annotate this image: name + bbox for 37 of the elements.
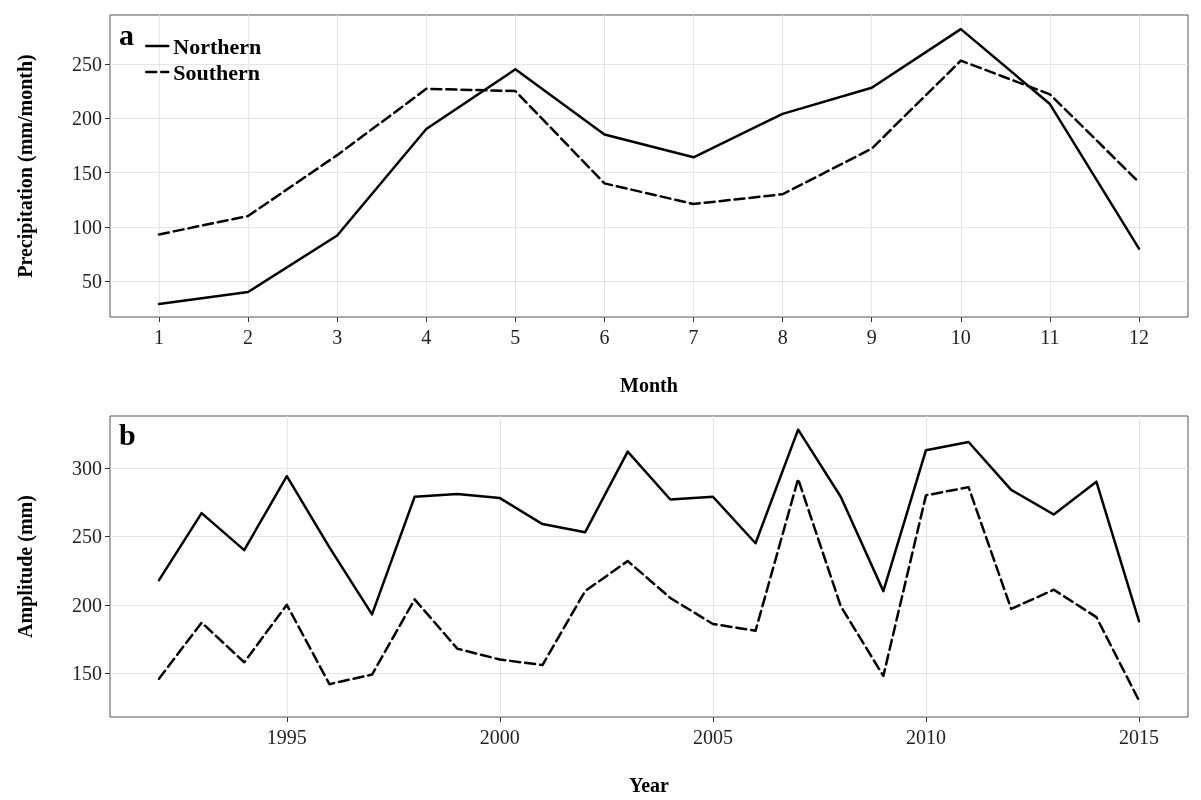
x-tick-label: 2000 <box>479 726 520 748</box>
x-tick-label: 2 <box>243 326 254 348</box>
x-axis-title: Year <box>629 774 670 796</box>
y-tick-label: 300 <box>72 456 102 479</box>
x-tick-label: 2015 <box>1119 726 1159 748</box>
legend-label: Northern <box>173 33 262 59</box>
y-tick-label: 200 <box>72 107 102 130</box>
line-series <box>157 27 1141 306</box>
y-tick-label: 50 <box>82 270 102 293</box>
y-axis-title: Precipitation (mm/month) <box>14 54 37 278</box>
x-tick-label: 5 <box>510 326 521 348</box>
x-tick-label: 12 <box>1129 326 1149 348</box>
legend-label: Southern <box>173 59 261 85</box>
y-tick-label: 150 <box>72 662 102 685</box>
chart-title: a <box>119 17 134 51</box>
chart-title: b <box>119 417 136 451</box>
x-tick-label: 2010 <box>905 726 946 748</box>
x-tick-label: 6 <box>599 326 610 348</box>
x-tick-label: 8 <box>777 326 788 348</box>
y-tick-label: 250 <box>72 525 102 548</box>
line-series <box>157 477 1141 702</box>
x-tick-label: 9 <box>866 326 877 348</box>
x-tick-label: 2005 <box>692 726 733 748</box>
x-tick-label: 1 <box>154 326 164 348</box>
line-series <box>157 428 1141 623</box>
x-tick-label: 1995 <box>266 726 307 748</box>
x-tick-label: 4 <box>421 326 432 348</box>
y-tick-label: 200 <box>72 593 102 616</box>
y-tick-label: 100 <box>72 215 102 238</box>
x-tick-label: 7 <box>688 326 699 348</box>
y-tick-label: 250 <box>72 52 102 75</box>
x-tick-label: 11 <box>1040 326 1060 348</box>
x-axis-title: Month <box>620 374 678 396</box>
y-axis-title: Amplitude (mm) <box>14 495 37 638</box>
x-tick-label: 3 <box>332 326 343 348</box>
x-tick-label: 10 <box>950 326 971 348</box>
y-tick-label: 150 <box>72 161 102 184</box>
